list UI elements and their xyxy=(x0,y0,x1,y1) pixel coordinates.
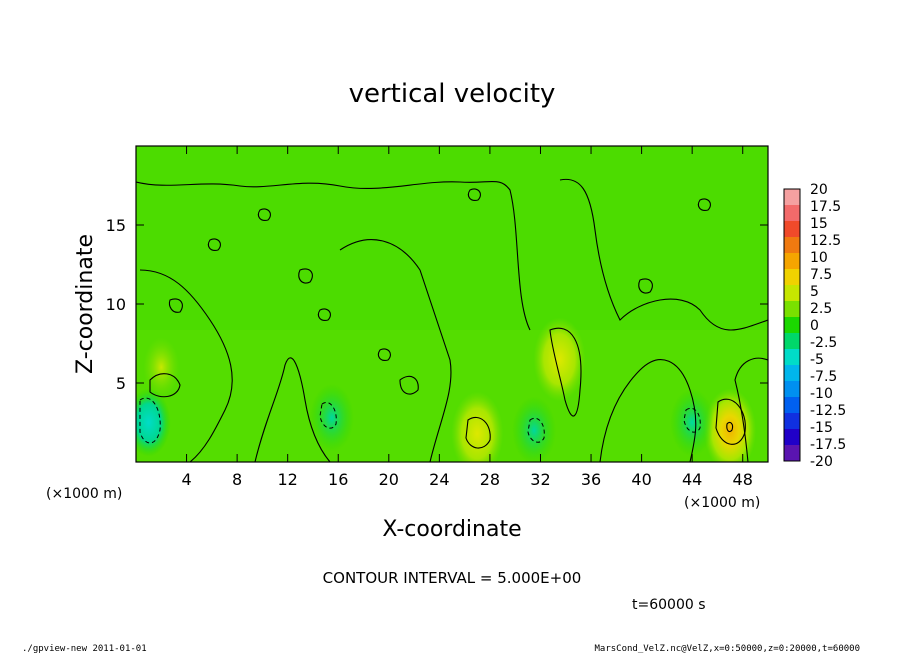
x-tick-label: 48 xyxy=(733,470,753,489)
x-tick-label: 4 xyxy=(181,470,191,489)
colorbar-label: -17.5 xyxy=(810,437,846,453)
colorbar-label: -2.5 xyxy=(810,335,837,351)
downdraft-region-7 xyxy=(670,388,715,457)
colorbar-label: 2.5 xyxy=(810,301,832,317)
colorbar-swatch xyxy=(784,333,800,350)
colorbar-swatch xyxy=(784,349,800,366)
updraft-region-2 xyxy=(451,391,504,462)
x-tick-label: 44 xyxy=(682,470,702,489)
colorbar-swatch xyxy=(784,413,800,430)
colorbar-label: -12.5 xyxy=(810,403,846,419)
colorbar-label: 10 xyxy=(810,250,828,266)
plot-field xyxy=(136,146,768,462)
x-tick-label: 28 xyxy=(480,470,500,489)
chart-title: vertical velocity xyxy=(349,79,556,109)
colorbar-label: 20 xyxy=(810,182,828,198)
colorbar-swatch xyxy=(784,429,800,446)
colorbar-swatch xyxy=(784,253,800,270)
colorbar-label: 5 xyxy=(810,284,819,300)
time-text: t=60000 s xyxy=(632,597,706,613)
colorbar-swatch xyxy=(784,365,800,382)
x-tick-label: 16 xyxy=(328,470,348,489)
contour-interval-text: CONTOUR INTERVAL = 5.000E+00 xyxy=(323,569,582,587)
x-unit-label: (×1000 m) xyxy=(684,495,760,511)
y-tick-label: 15 xyxy=(106,216,126,235)
colorbar-swatch xyxy=(784,397,800,414)
colorbar-swatch xyxy=(784,205,800,222)
colorbar-label: 12.5 xyxy=(810,233,841,249)
footer-right: MarsCond_VelZ.nc@VelZ,x=0:50000,z=0:2000… xyxy=(594,644,860,654)
footer-left: ./gpview-new 2011-01-01 xyxy=(22,644,147,654)
colorbar-swatch xyxy=(784,221,800,238)
colorbar-label: 7.5 xyxy=(810,267,832,283)
colorbar-swatch xyxy=(784,445,800,462)
x-axis-label: X-coordinate xyxy=(382,517,521,542)
colorbar-swatch xyxy=(784,317,800,334)
colorbar-label: -10 xyxy=(810,386,833,402)
y-tick-label: 10 xyxy=(106,295,126,314)
colorbar-swatch xyxy=(784,301,800,318)
colorbar-label: -15 xyxy=(810,420,833,436)
colorbar-swatch xyxy=(784,237,800,254)
downdraft-region-4 xyxy=(136,388,171,457)
updraft-region-3 xyxy=(143,337,180,398)
x-tick-label: 40 xyxy=(631,470,651,489)
colorbar-swatch xyxy=(784,269,800,286)
x-tick-label: 20 xyxy=(379,470,399,489)
colorbar-label: 0 xyxy=(810,318,819,334)
colorbar: 2017.51512.5107.552.50-2.5-5-7.5-10-12.5… xyxy=(783,182,846,470)
colorbar-label: -5 xyxy=(810,352,824,368)
downdraft-region-5 xyxy=(309,383,354,452)
colorbar-swatch xyxy=(784,189,800,206)
y-axis: 5 10 15 xyxy=(106,216,768,393)
updraft-region-1 xyxy=(533,317,586,402)
colorbar-label: 17.5 xyxy=(810,199,841,215)
colorbar-label: 15 xyxy=(810,216,828,232)
x-tick-label: 24 xyxy=(429,470,449,489)
colorbar-label: -7.5 xyxy=(810,369,837,385)
y-unit-label: (×1000 m) xyxy=(46,486,122,502)
x-tick-label: 12 xyxy=(278,470,298,489)
colorbar-swatch xyxy=(784,381,800,398)
x-tick-label: 8 xyxy=(232,470,242,489)
x-tick-label: 36 xyxy=(581,470,601,489)
downdraft-region-6 xyxy=(512,396,557,462)
y-axis-label: Z-coordinate xyxy=(73,234,98,374)
colorbar-frame xyxy=(783,188,801,462)
colorbar-swatch xyxy=(784,285,800,302)
colorbar-label: -20 xyxy=(810,454,833,470)
x-tick-label: 32 xyxy=(530,470,550,489)
x-axis: 4 8 12 16 20 24 28 32 36 40 44 48 xyxy=(181,146,753,489)
y-tick-label: 5 xyxy=(116,374,126,393)
